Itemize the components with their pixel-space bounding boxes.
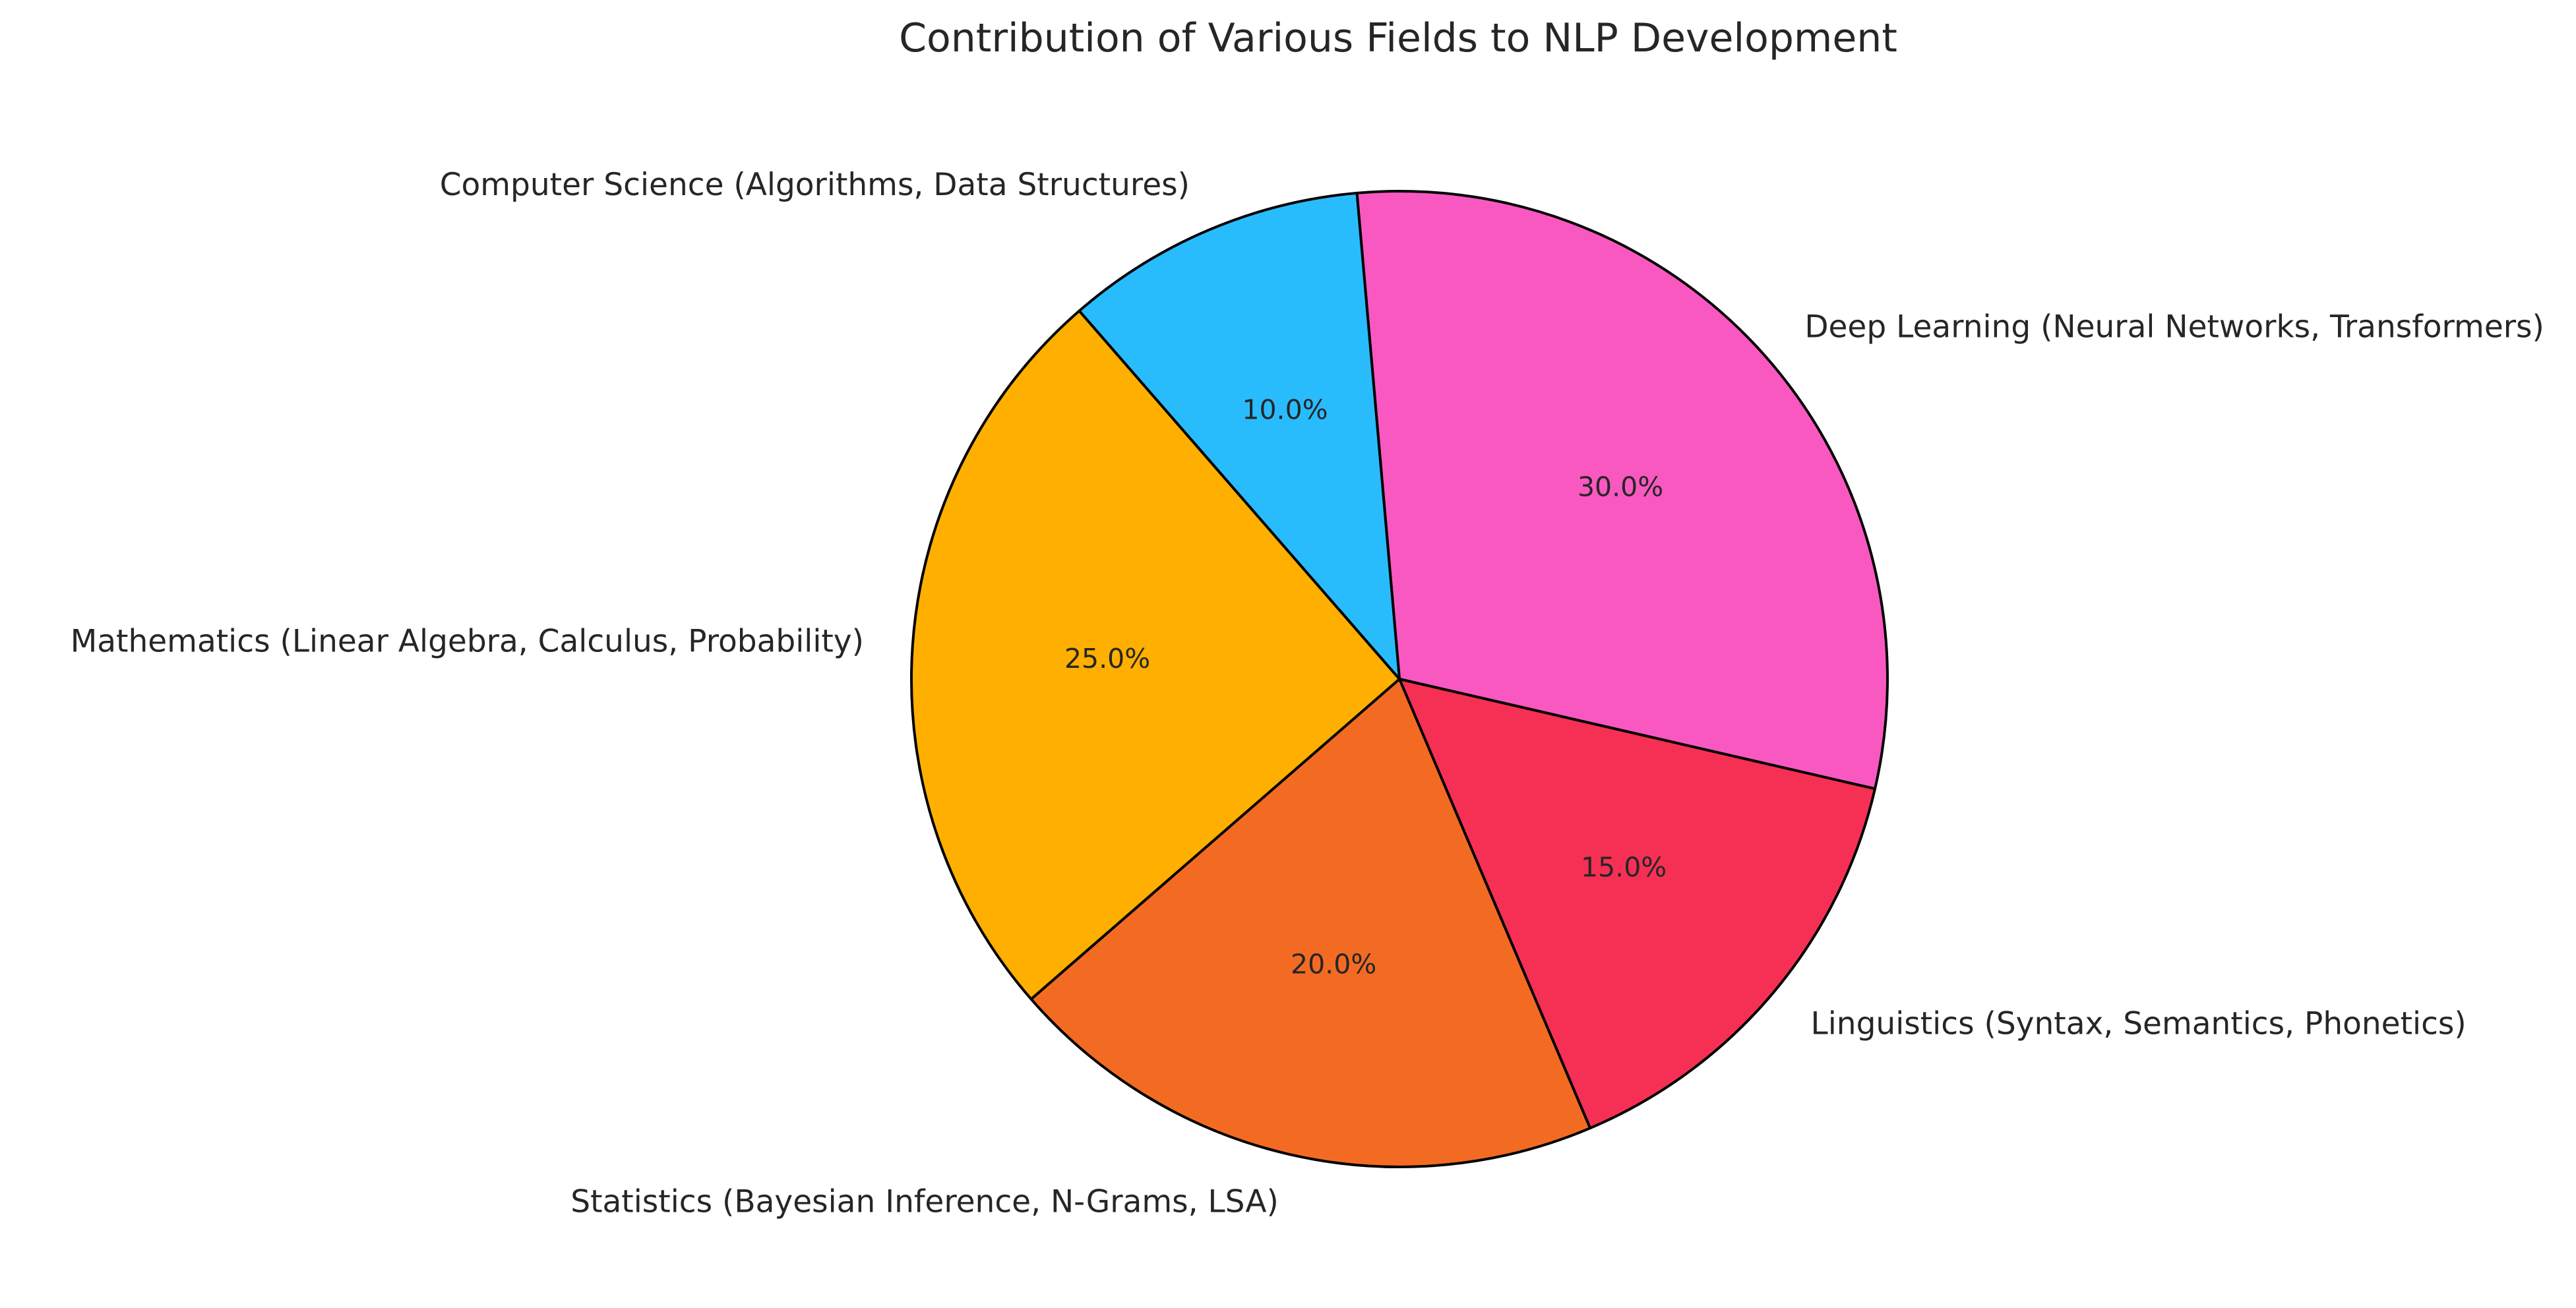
- slice-label-linguistics: Linguistics (Syntax, Semantics, Phonetic…: [1811, 1006, 2467, 1042]
- slice-label-mathematics: Mathematics (Linear Algebra, Calculus, P…: [71, 624, 864, 660]
- pie-slice-deep: [1355, 190, 1889, 790]
- percent-labels: 30.0% 15.0% 20.0% 25.0% 10.0%: [1064, 394, 1667, 980]
- pie-slice-mathematics: [910, 309, 1401, 1001]
- slice-label-deep: Deep Learning (Neural Networks, Transfor…: [1804, 309, 2544, 345]
- pct-label-deep: 30.0%: [1578, 471, 1663, 503]
- pct-label-linguistics: 15.0%: [1581, 851, 1667, 883]
- slice-labels: Deep Learning (Neural Networks, Transfor…: [71, 167, 2544, 1220]
- pie-slices: [910, 190, 1889, 1168]
- pie-slice-statistics: [1029, 678, 1592, 1168]
- pct-label-computer: 10.0%: [1242, 394, 1328, 425]
- pie-slice-computer: [1078, 191, 1401, 680]
- slice-label-statistics: Statistics (Bayesian Inference, N-Grams,…: [570, 1184, 1279, 1220]
- slice-label-computer: Computer Science (Algorithms, Data Struc…: [440, 167, 1190, 203]
- pct-label-statistics: 20.0%: [1291, 949, 1376, 980]
- pct-label-mathematics: 25.0%: [1064, 643, 1150, 674]
- pie-slice-linguistics: [1398, 678, 1877, 1130]
- chart-title: Contribution of Various Fields to NLP De…: [899, 15, 1897, 61]
